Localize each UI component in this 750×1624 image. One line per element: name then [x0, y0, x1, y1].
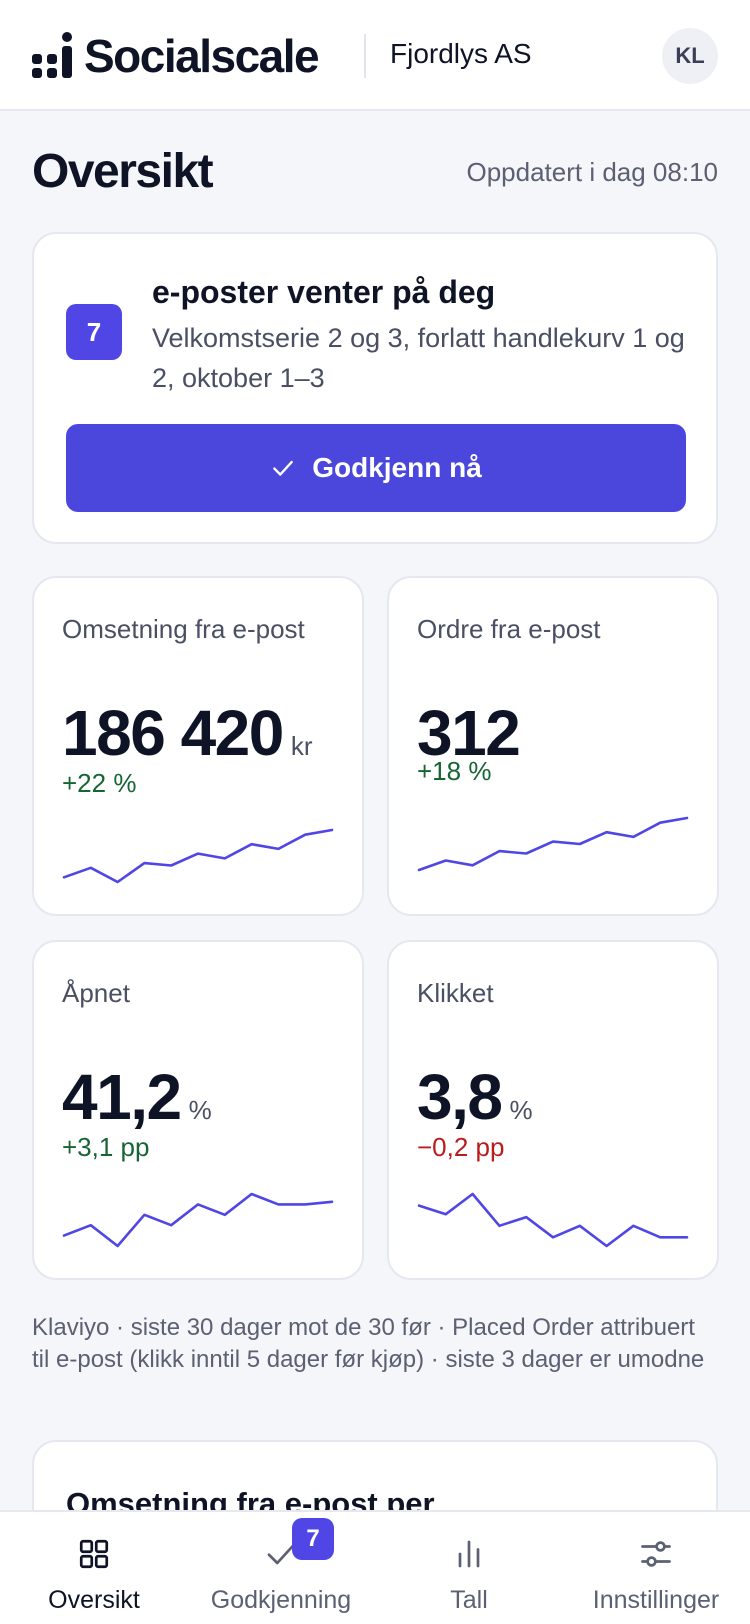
- metric-label: Åpnet: [62, 978, 130, 1008]
- nav-label: Tall: [450, 1586, 488, 1614]
- metric-number: 3,8: [417, 1061, 503, 1133]
- metric-label: Klikket: [417, 978, 494, 1008]
- approve-now-button[interactable]: Godkjenn nå: [66, 424, 686, 512]
- sparkline-series: [417, 1192, 689, 1248]
- pending-title: e-poster venter på deg: [152, 274, 496, 310]
- sparkline-series: [62, 828, 334, 884]
- metric-card-opened[interactable]: Åpnet 41,2 % +3,1 pp: [32, 940, 364, 1280]
- nav-item-approval[interactable]: Godkjenning: [187, 1512, 375, 1624]
- top-bar: Socialscale Fjordlys AS KL: [0, 0, 750, 111]
- metric-label: Omsetning fra e-post: [62, 614, 305, 644]
- nav-label: Oversikt: [48, 1586, 140, 1614]
- approve-now-label: Godkjenn nå: [312, 452, 482, 483]
- metric-delta: −0,2 pp: [417, 1132, 505, 1162]
- sparkline-orders: [417, 816, 689, 872]
- pending-description: Velkomstserie 2 og 3, forlatt handlekurv…: [152, 323, 685, 393]
- last-updated: Oppdatert i dag 08:10: [466, 157, 718, 187]
- header-divider: [364, 34, 366, 78]
- metric-number: 41,2: [62, 1061, 182, 1133]
- data-source-footnote: Klaviyo · siste 30 dager mot de 30 før ·…: [32, 1314, 705, 1373]
- sparkline-series: [62, 1192, 334, 1248]
- metric-delta: +18 %: [417, 756, 492, 786]
- organization-name[interactable]: Fjordlys AS: [390, 38, 532, 69]
- metric-label: Ordre fra e-post: [417, 614, 601, 644]
- pending-approvals-card: 7 e-poster venter på deg Velkomstserie 2…: [32, 232, 718, 544]
- metric-card-revenue[interactable]: Omsetning fra e-post 186 420 kr +22 %: [32, 576, 364, 916]
- sparkline-series: [417, 816, 689, 872]
- check-icon: [267, 1544, 295, 1565]
- metric-value: 41,2 %: [62, 1060, 212, 1134]
- nav-label: Innstillinger: [592, 1586, 720, 1614]
- check-icon: [273, 460, 294, 476]
- grid-icon: [79, 1539, 109, 1569]
- sparkline-clicked: [417, 1192, 689, 1248]
- metric-delta: +3,1 pp: [62, 1132, 150, 1162]
- metric-value: 312: [417, 696, 521, 770]
- sparkline-revenue: [62, 828, 334, 884]
- brand-logo[interactable]: Socialscale: [32, 30, 320, 82]
- metric-value: 3,8 %: [417, 1060, 533, 1134]
- metric-unit: %: [188, 1095, 212, 1125]
- nav-item-numbers[interactable]: Tall: [375, 1512, 563, 1624]
- sparkline-opened: [62, 1192, 334, 1248]
- bottom-navigation: Oversikt Godkjenning 7 Tall Innstillinge…: [0, 1510, 750, 1624]
- sliders-icon: [641, 1541, 671, 1567]
- bar-chart-icon: [458, 1540, 480, 1568]
- metric-unit: %: [509, 1095, 533, 1125]
- metric-card-clicked[interactable]: Klikket 3,8 % −0,2 pp: [387, 940, 719, 1280]
- metric-number: 186 420: [62, 697, 284, 769]
- page-title: Oversikt: [32, 145, 214, 198]
- brand-name: Socialscale: [84, 30, 320, 82]
- user-avatar[interactable]: KL: [662, 28, 718, 84]
- metric-card-orders[interactable]: Ordre fra e-post 312 +18 %: [387, 576, 719, 916]
- nav-item-overview[interactable]: Oversikt: [0, 1512, 188, 1624]
- metric-unit: kr: [290, 731, 313, 761]
- pending-count-badge: 7: [66, 304, 122, 360]
- metric-value: 186 420 kr: [62, 696, 313, 770]
- nav-item-settings[interactable]: Innstillinger: [562, 1512, 750, 1624]
- metric-delta: +22 %: [62, 768, 137, 798]
- logo-bars-icon: [32, 32, 80, 80]
- approval-count-badge: 7: [292, 1518, 334, 1560]
- metric-number: 312: [417, 697, 521, 769]
- nav-label: Godkjenning: [210, 1586, 352, 1614]
